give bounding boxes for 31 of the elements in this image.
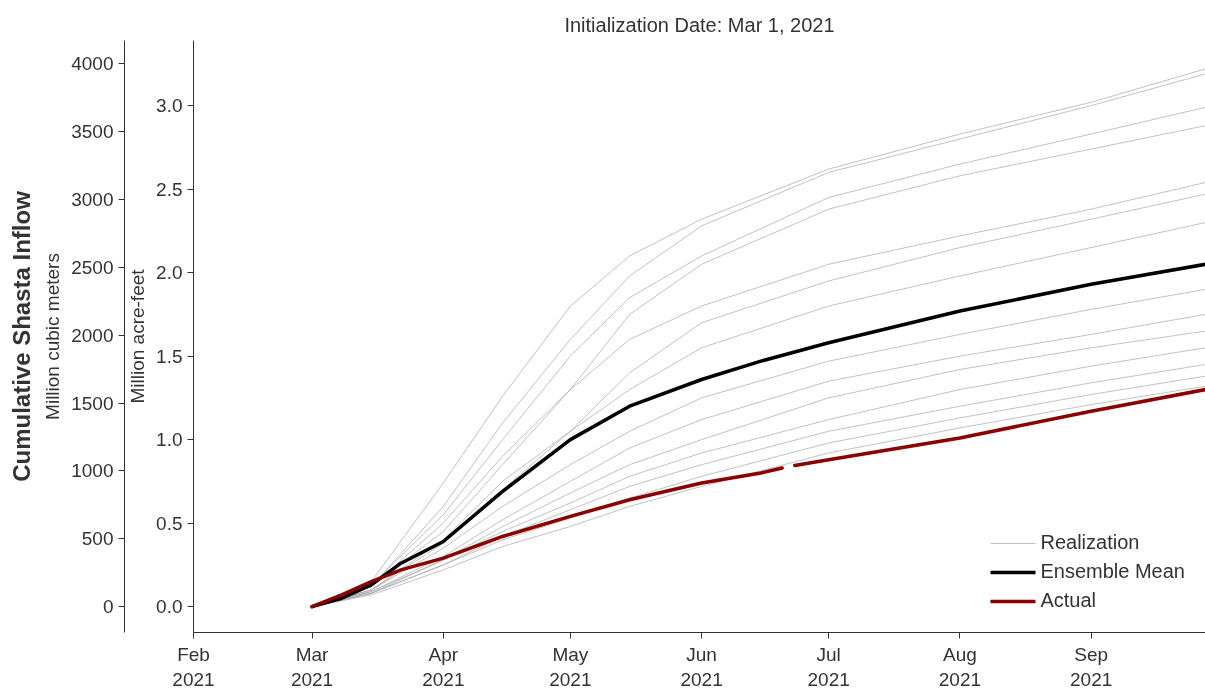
y-tick-label: 0.5 xyxy=(156,512,183,534)
y2-tick-label: 2500 xyxy=(71,256,114,278)
y2-tick-label: 0 xyxy=(102,596,114,618)
y-tick-label: 1.5 xyxy=(156,345,183,367)
y-tick-label: 3.0 xyxy=(156,95,183,117)
x-tick-label: Aug 2021 xyxy=(938,643,982,690)
y-axis-title: Million acre-feet xyxy=(127,268,149,404)
y-tick-label: 1.0 xyxy=(156,429,183,451)
x-tick-label: Feb 2021 xyxy=(172,643,215,690)
x-tick-label: Apr 2021 xyxy=(422,643,465,690)
y2-tick-label: 3500 xyxy=(71,120,114,142)
y-tick-label: 2.5 xyxy=(156,178,183,200)
y2-tick-label: 3000 xyxy=(71,188,114,210)
y-tick-label: 2.0 xyxy=(156,262,183,284)
legend-label: Realization xyxy=(1040,531,1140,554)
legend-label: Actual xyxy=(1040,589,1097,612)
y2-tick-label: 1000 xyxy=(71,460,114,482)
x-tick-label: Mar 2021 xyxy=(290,643,334,690)
y2-tick-label: 2000 xyxy=(71,324,114,346)
legend-label: Ensemble Mean xyxy=(1040,560,1185,583)
y2-tick-label: 4000 xyxy=(71,53,114,75)
text: Cumulative Shasta Inflow xyxy=(7,190,35,482)
y2-tick-label: 1500 xyxy=(71,392,114,414)
x-tick-label: Sep 2021 xyxy=(1070,643,1113,690)
y2-axis-title: Million cubic meters xyxy=(42,253,64,420)
chart-title: Initialization Date: Mar 1, 2021 xyxy=(564,13,835,36)
x-tick-label: Jun 2021 xyxy=(680,643,723,690)
y2-tick-label: 500 xyxy=(81,528,114,550)
y-tick-label: 0.0 xyxy=(156,596,183,618)
x-tick-label: May 2021 xyxy=(549,643,592,690)
x-tick-label: Jul 2021 xyxy=(807,643,850,690)
